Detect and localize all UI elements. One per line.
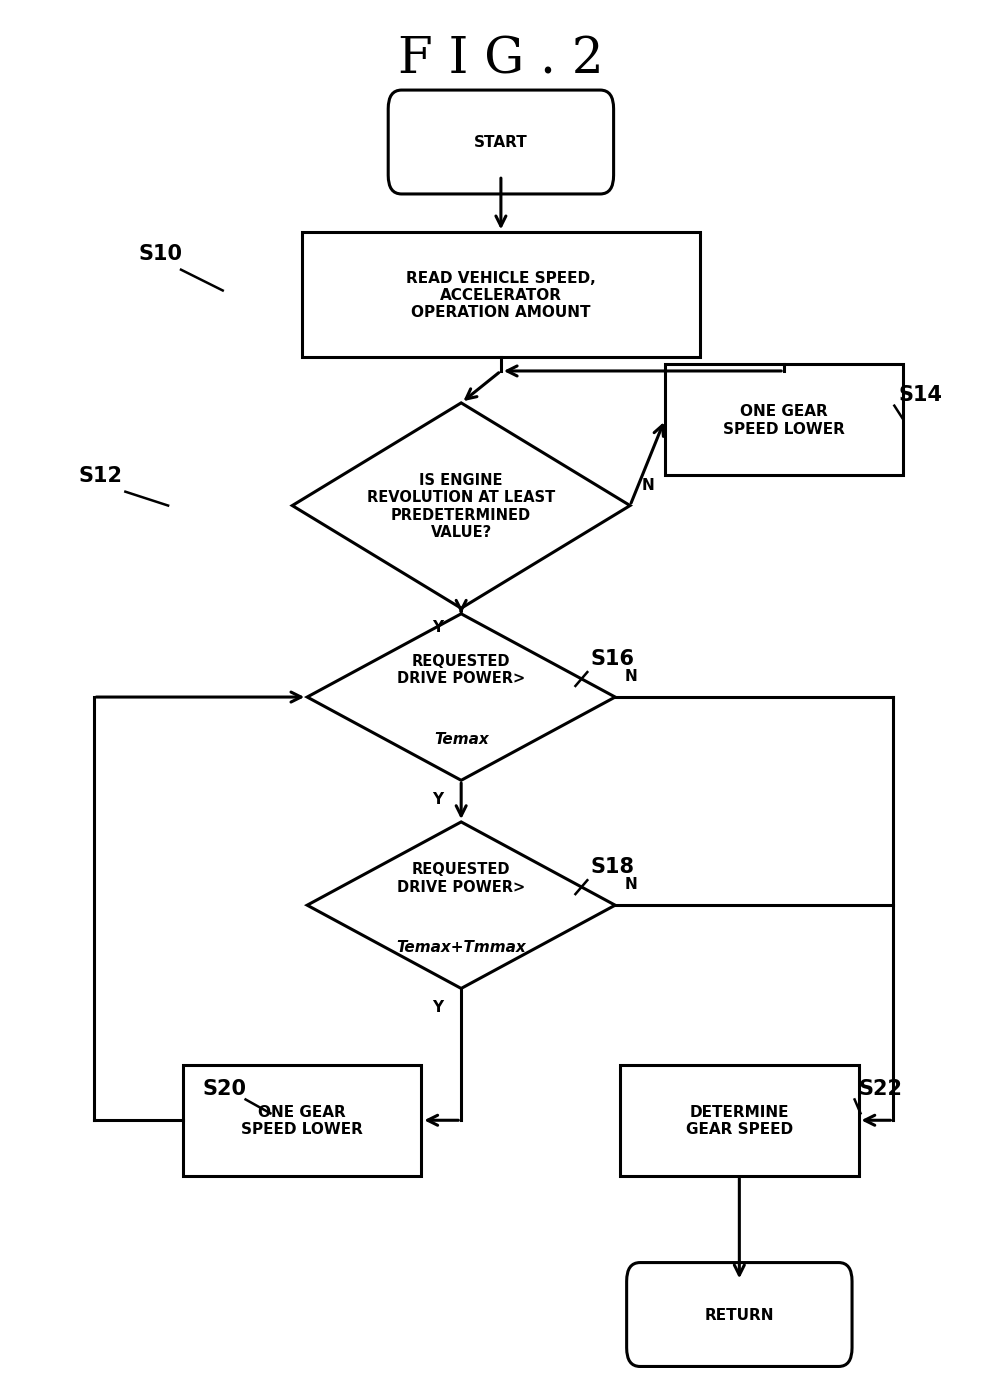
Text: REQUESTED
DRIVE POWER>: REQUESTED DRIVE POWER> — [396, 862, 525, 894]
Text: ONE GEAR
SPEED LOWER: ONE GEAR SPEED LOWER — [723, 405, 844, 437]
Text: N: N — [642, 477, 655, 492]
Text: Temax: Temax — [433, 731, 488, 746]
Text: S12: S12 — [79, 466, 122, 485]
Text: N: N — [625, 876, 638, 891]
Text: RETURN: RETURN — [704, 1307, 774, 1322]
Text: IS ENGINE
REVOLUTION AT LEAST
PREDETERMINED
VALUE?: IS ENGINE REVOLUTION AT LEAST PREDETERMI… — [366, 473, 555, 540]
Text: S20: S20 — [202, 1078, 246, 1098]
Bar — [302, 233, 699, 357]
Text: Y: Y — [431, 619, 442, 635]
Bar — [183, 1064, 421, 1176]
Text: START: START — [473, 135, 528, 151]
Text: S22: S22 — [858, 1078, 902, 1098]
Bar — [665, 364, 903, 476]
Text: N: N — [625, 668, 638, 684]
FancyBboxPatch shape — [388, 91, 613, 195]
Text: DETERMINE
GEAR SPEED: DETERMINE GEAR SPEED — [686, 1105, 792, 1137]
Text: READ VEHICLE SPEED,
ACCELERATOR
OPERATION AMOUNT: READ VEHICLE SPEED, ACCELERATOR OPERATIO… — [405, 271, 596, 321]
Text: Y: Y — [431, 1000, 442, 1014]
Bar — [620, 1064, 858, 1176]
Text: S16: S16 — [590, 649, 634, 668]
Text: Temax+Tmmax: Temax+Tmmax — [396, 940, 526, 954]
Text: S18: S18 — [590, 857, 634, 876]
Text: ONE GEAR
SPEED LOWER: ONE GEAR SPEED LOWER — [241, 1105, 362, 1137]
Text: F I G . 2: F I G . 2 — [397, 35, 604, 84]
Text: S14: S14 — [898, 385, 942, 405]
Text: Y: Y — [431, 792, 442, 806]
Text: REQUESTED
DRIVE POWER>: REQUESTED DRIVE POWER> — [396, 654, 525, 686]
Polygon shape — [292, 403, 630, 608]
Polygon shape — [307, 822, 615, 989]
Polygon shape — [307, 614, 615, 781]
FancyBboxPatch shape — [627, 1262, 852, 1367]
Text: S10: S10 — [138, 244, 182, 264]
